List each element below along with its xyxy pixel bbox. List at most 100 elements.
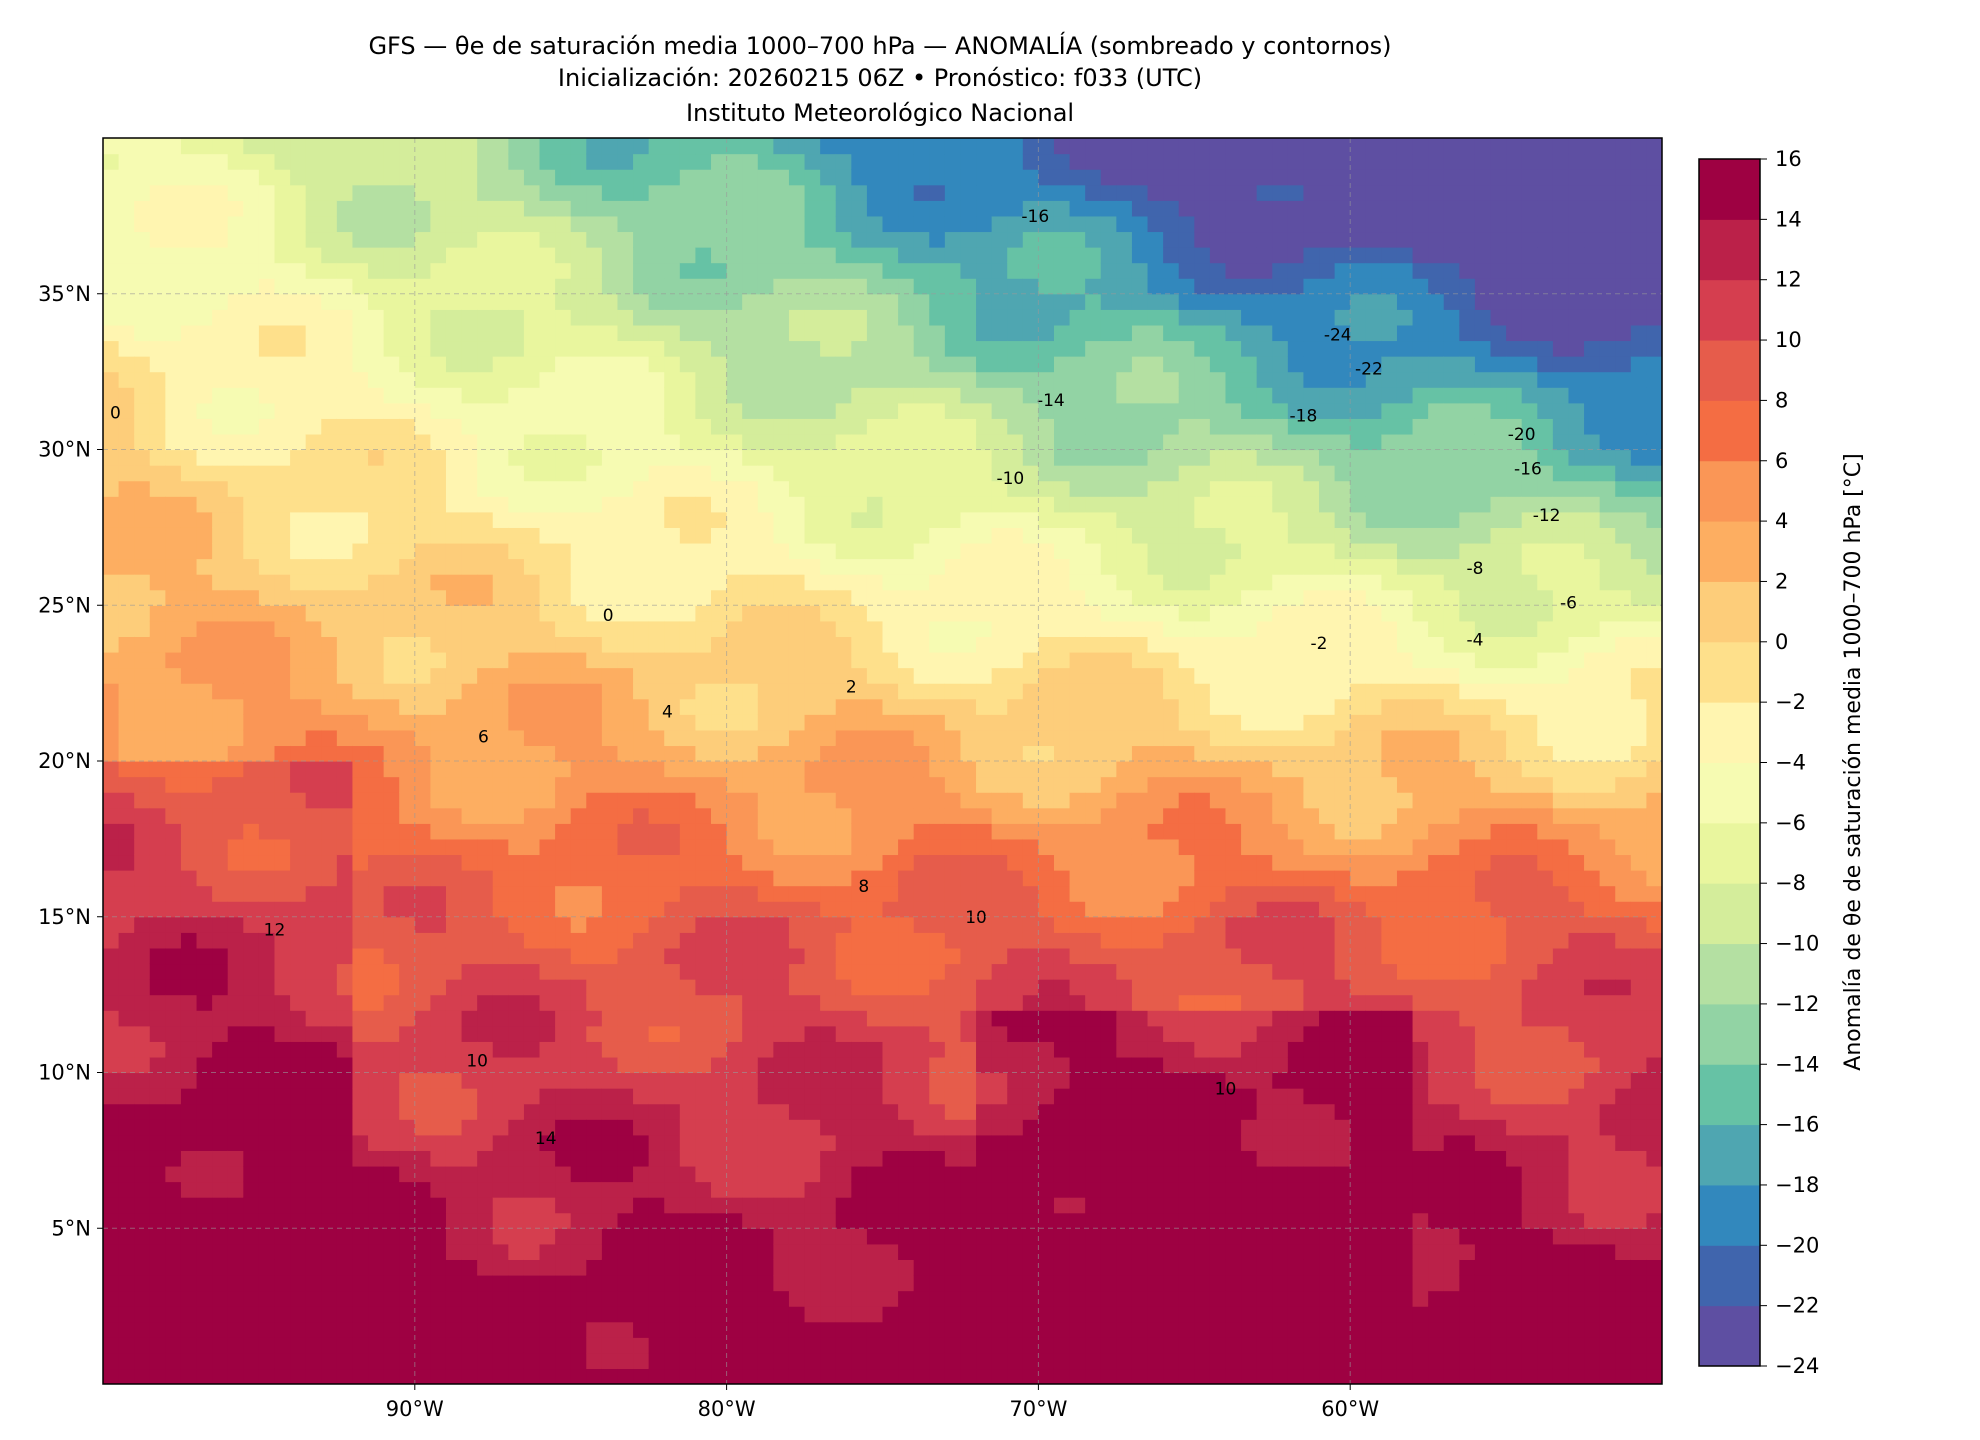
field-cell xyxy=(898,527,915,544)
field-cell xyxy=(773,418,790,435)
field-cell xyxy=(1022,1119,1039,1136)
field-cell xyxy=(118,324,135,342)
field-cell xyxy=(695,1088,712,1105)
field-cell xyxy=(835,1181,852,1198)
field-cell xyxy=(757,231,774,248)
field-cell xyxy=(617,620,634,637)
field-cell xyxy=(866,979,884,996)
field-cell xyxy=(352,402,369,419)
field-cell xyxy=(944,340,962,357)
field-cell xyxy=(960,698,977,715)
field-cell xyxy=(445,870,463,887)
field-cell xyxy=(212,589,229,606)
field-cell xyxy=(445,433,463,451)
field-cell xyxy=(227,1010,244,1027)
field-cell xyxy=(570,1010,587,1027)
field-cell xyxy=(944,293,962,310)
field-cell xyxy=(711,527,728,544)
field-cell xyxy=(103,823,120,840)
field-cell xyxy=(679,1025,697,1042)
field-cell xyxy=(913,1243,930,1260)
field-cell xyxy=(617,527,634,544)
field-cell xyxy=(617,324,634,342)
field-cell xyxy=(835,947,852,965)
field-cell xyxy=(617,776,634,793)
field-cell xyxy=(757,792,774,809)
field-cell xyxy=(290,371,307,388)
field-cell xyxy=(165,838,182,856)
field-cell xyxy=(305,1259,322,1276)
field-cell xyxy=(898,449,915,466)
field-cell xyxy=(1007,854,1024,871)
field-cell xyxy=(134,1056,151,1074)
field-cell xyxy=(305,714,322,731)
field-cell xyxy=(445,605,463,622)
field-cell xyxy=(866,1321,884,1338)
field-cell xyxy=(321,465,338,482)
field-cell xyxy=(477,465,494,482)
field-cell xyxy=(835,418,852,435)
field-cell xyxy=(180,138,198,155)
field-cell xyxy=(103,1041,120,1058)
field-cell xyxy=(555,278,572,295)
field-cell xyxy=(274,262,291,279)
field-cell xyxy=(212,480,229,497)
field-cell xyxy=(336,1041,354,1058)
field-cell xyxy=(617,1134,634,1151)
field-cell xyxy=(742,1337,759,1354)
field-cell xyxy=(617,1290,634,1307)
field-cell xyxy=(742,324,759,342)
field-cell xyxy=(804,340,821,357)
field-cell xyxy=(165,745,182,762)
field-cell xyxy=(118,776,135,793)
field-cell xyxy=(898,558,915,575)
field-cell xyxy=(898,1197,915,1214)
field-cell xyxy=(851,293,868,310)
field-cell xyxy=(149,169,166,186)
field-cell xyxy=(274,433,291,451)
field-cell xyxy=(617,589,634,606)
field-cell xyxy=(508,901,525,918)
field-cell xyxy=(149,1165,166,1183)
field-cell xyxy=(368,387,385,404)
field-cell xyxy=(679,247,697,264)
field-cell xyxy=(617,1259,634,1276)
field-cell xyxy=(149,979,166,996)
field-cell xyxy=(212,807,229,824)
field-cell xyxy=(788,1212,806,1229)
field-cell xyxy=(555,418,572,435)
field-cell xyxy=(383,356,400,373)
field-cell xyxy=(601,1119,619,1136)
field-cell xyxy=(773,574,790,591)
field-cell xyxy=(399,418,416,435)
field-cell xyxy=(103,215,120,233)
field-cell xyxy=(773,169,790,186)
field-cell xyxy=(212,761,229,778)
field-cell xyxy=(633,667,650,684)
field-cell xyxy=(617,963,634,980)
field-cell xyxy=(898,947,915,965)
field-cell xyxy=(196,947,213,965)
field-cell xyxy=(1007,340,1024,357)
field-cell xyxy=(586,1181,603,1198)
field-cell xyxy=(1007,169,1024,186)
field-cell xyxy=(445,714,463,731)
field-cell xyxy=(1007,901,1024,918)
field-cell xyxy=(757,542,774,560)
field-cell xyxy=(757,932,774,949)
field-cell xyxy=(788,1337,806,1354)
field-cell xyxy=(960,1337,977,1354)
field-cell xyxy=(258,433,276,451)
field-cell xyxy=(1007,1072,1024,1089)
field-cell xyxy=(555,324,572,342)
field-cell xyxy=(508,1290,525,1307)
field-cell xyxy=(991,1119,1008,1136)
field-cell xyxy=(1022,745,1039,762)
field-cell xyxy=(336,1259,354,1276)
field-cell xyxy=(570,916,587,933)
field-cell xyxy=(508,1072,525,1089)
field-cell xyxy=(274,1056,291,1074)
field-cell xyxy=(773,683,790,700)
field-cell xyxy=(617,885,634,902)
field-cell xyxy=(399,309,416,326)
